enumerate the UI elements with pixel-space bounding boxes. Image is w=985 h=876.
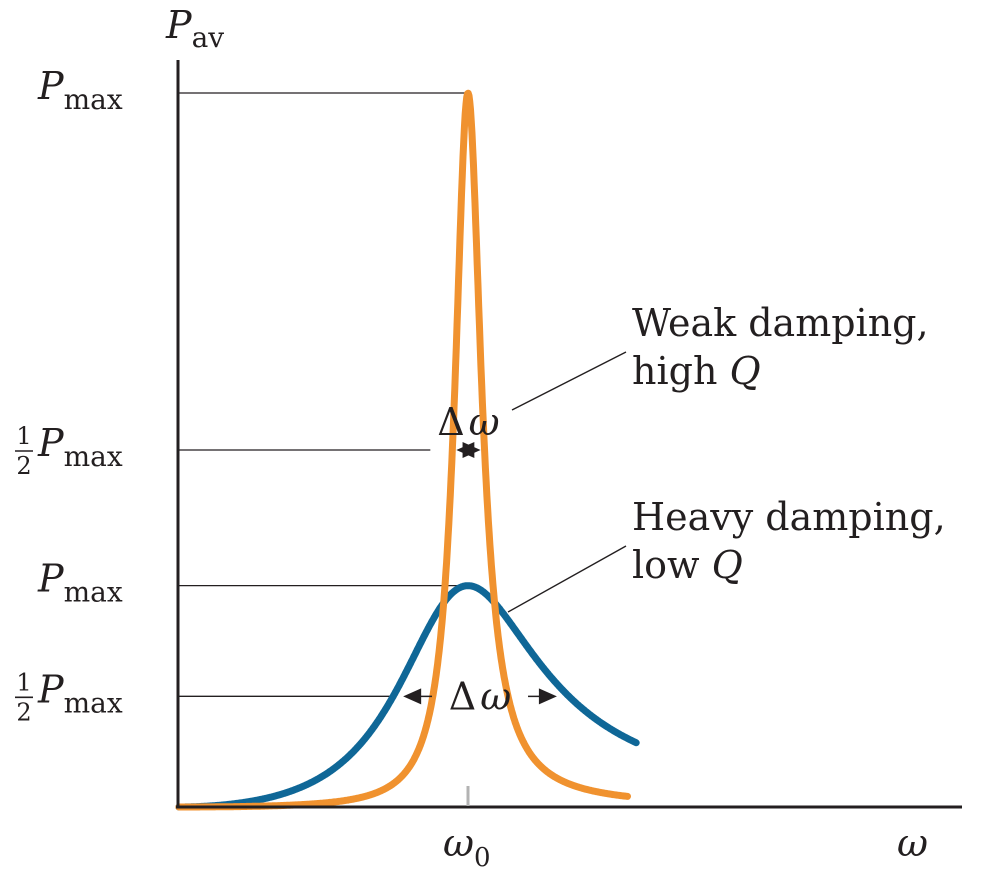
y-tick-label-heavy-max: Pmax bbox=[37, 557, 123, 609]
annotation-line: low Q bbox=[632, 543, 743, 587]
leader-line bbox=[507, 545, 627, 613]
x-tick-label-omega0: ω0 bbox=[443, 821, 491, 873]
axes bbox=[176, 60, 962, 809]
annotation-line: Heavy damping, bbox=[632, 495, 946, 539]
fraction-numerator: 1 bbox=[16, 668, 31, 696]
arrow-head-right bbox=[538, 688, 557, 705]
annotation-line: Weak damping, bbox=[632, 301, 929, 345]
annotation-line: high Q bbox=[632, 349, 761, 393]
annotation-weak: Weak damping,high Q bbox=[511, 301, 929, 411]
y-tick-label-weak-max: Pmax bbox=[37, 64, 123, 116]
fraction-numerator: 1 bbox=[16, 422, 31, 450]
fraction-denominator: 2 bbox=[16, 698, 31, 726]
y-tick-text: Pmax bbox=[37, 667, 123, 719]
y-tick-text: Pmax bbox=[37, 421, 123, 473]
x-axis-label: ω bbox=[897, 821, 928, 865]
series-curve-heavy bbox=[175, 582, 640, 811]
leader-line bbox=[511, 351, 627, 411]
annotation-heavy: Heavy damping,low Q bbox=[507, 495, 946, 613]
arrow-head-left bbox=[403, 688, 422, 705]
y-axis-label: Pav bbox=[165, 3, 224, 54]
arrow-head-right bbox=[462, 442, 481, 458]
fraction-denominator: 2 bbox=[16, 452, 31, 480]
y-tick-text: Pmax bbox=[37, 557, 123, 609]
reference-lines bbox=[178, 92, 468, 697]
y-tick-text: Pmax bbox=[37, 64, 123, 116]
